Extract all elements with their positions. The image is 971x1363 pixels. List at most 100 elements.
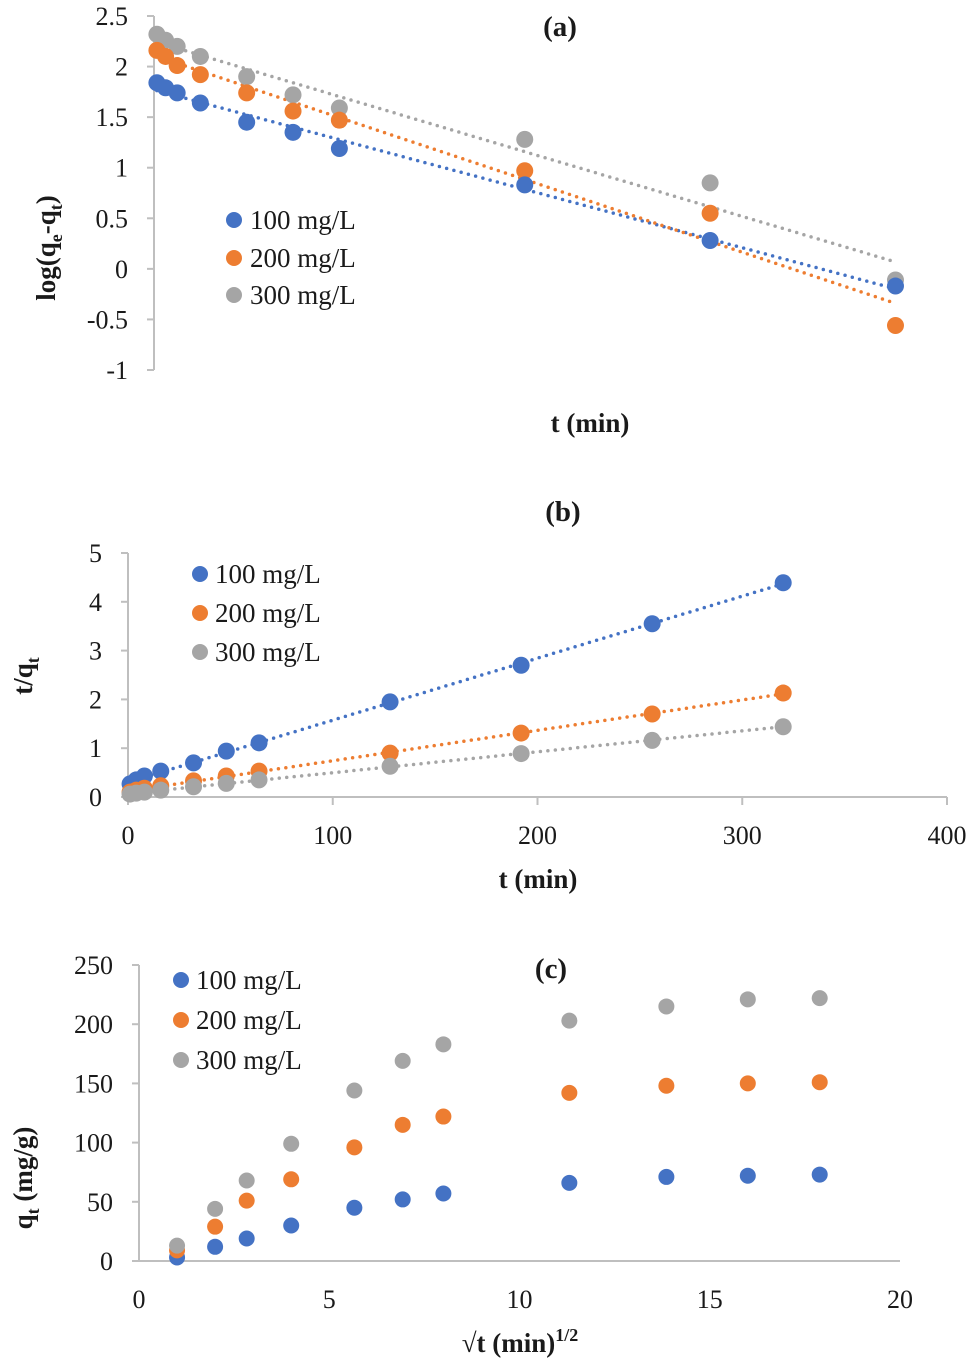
- data-point-300-mg-l: [346, 1082, 363, 1099]
- x-tick-label: 15: [697, 1285, 723, 1314]
- y-tick-label: 2: [115, 53, 128, 82]
- trendline-200-mg-l: [128, 692, 785, 793]
- y-tick-label: 2.5: [96, 2, 129, 31]
- data-point-300-mg-l: [217, 774, 235, 792]
- data-point-300-mg-l: [701, 174, 719, 192]
- data-point-100-mg-l: [207, 1238, 224, 1255]
- panel-a-y-axis-title: log(qe-qt): [31, 195, 66, 301]
- panel-b-axes: [121, 552, 948, 805]
- data-point-100-mg-l: [516, 176, 534, 194]
- y-tick-label: 150: [74, 1069, 113, 1098]
- trendline-300-mg-l: [155, 40, 898, 264]
- panel-a-axes: [147, 15, 155, 371]
- y-tick-label: 0: [100, 1247, 113, 1276]
- panel-b-points: [121, 574, 792, 803]
- data-point-100-mg-l: [512, 656, 530, 674]
- data-point-200-mg-l: [643, 705, 661, 723]
- data-point-100-mg-l: [283, 1217, 300, 1234]
- data-point-300-mg-l: [739, 991, 756, 1008]
- panel-c-ylabel-sub: t: [23, 1208, 43, 1214]
- data-point-200-mg-l: [701, 204, 719, 222]
- x-tick-label: 400: [928, 821, 967, 850]
- y-tick-label: 0: [115, 255, 128, 284]
- panel-a-chart: -1 -0.5 0 0.5 1 1.5 2 2.5 (a) t (min) log(qe-qt…: [31, 2, 904, 438]
- panel-a-legend: 100 mg/L 200 mg/L 300 mg/L: [226, 205, 356, 310]
- data-point-100-mg-l: [774, 574, 792, 592]
- trendline-100-mg-l: [128, 581, 785, 784]
- data-point-300-mg-l: [811, 990, 828, 1007]
- panel-c-title: (c): [535, 953, 567, 985]
- panel-b-title: (b): [545, 496, 580, 528]
- data-point-200-mg-l: [238, 1192, 255, 1209]
- data-point-200-mg-l: [330, 111, 348, 129]
- panel-c-xlabel-main: √t (min): [462, 1328, 556, 1358]
- data-point-100-mg-l: [168, 84, 186, 102]
- data-point-300-mg-l: [435, 1036, 452, 1053]
- panel-a-ylabel-sub2: t: [46, 204, 66, 210]
- data-point-100-mg-l: [250, 734, 268, 752]
- data-point-100-mg-l: [217, 742, 235, 760]
- legend-marker-100: [192, 566, 208, 582]
- panel-b-x-axis-title: t (min): [499, 864, 578, 894]
- data-point-300-mg-l: [238, 1172, 255, 1189]
- data-point-200-mg-l: [346, 1139, 363, 1156]
- data-point-100-mg-l: [435, 1185, 452, 1202]
- data-point-200-mg-l: [516, 162, 534, 180]
- x-tick-label: 200: [518, 821, 557, 850]
- x-tick-label: 20: [887, 1285, 913, 1314]
- data-point-300-mg-l: [250, 771, 268, 789]
- data-point-300-mg-l: [658, 998, 675, 1015]
- data-point-200-mg-l: [658, 1077, 675, 1094]
- panel-c-legend: 100 mg/L 200 mg/L 300 mg/L: [173, 965, 302, 1075]
- legend-marker-300: [173, 1052, 189, 1068]
- panel-b-legend: 100 mg/L 200 mg/L 300 mg/L: [192, 559, 321, 667]
- data-point-100-mg-l: [330, 139, 348, 157]
- x-tick-label: 0: [133, 1285, 146, 1314]
- legend-marker-300: [192, 644, 208, 660]
- legend-label-200: 200 mg/L: [196, 1005, 302, 1035]
- x-tick-label: 5: [323, 1285, 336, 1314]
- panel-c-ylabel-end: (mg/g): [8, 1127, 38, 1209]
- data-point-200-mg-l: [811, 1074, 828, 1091]
- y-tick-label: 1.5: [96, 103, 129, 132]
- data-point-100-mg-l: [381, 693, 399, 711]
- data-point-300-mg-l: [561, 1012, 578, 1029]
- legend-label-300: 300 mg/L: [215, 637, 321, 667]
- y-tick-label: 200: [74, 1010, 113, 1039]
- panel-b-chart: 0 1 2 3 4 5 0 100 200 300 400 (b) t (min) t/qt 10…: [8, 496, 967, 894]
- y-tick-label: 250: [74, 951, 113, 980]
- y-tick-label: 1: [115, 154, 128, 183]
- x-tick-label: 0: [122, 821, 135, 850]
- panel-b-x-tick-labels: 0 100 200 300 400: [122, 821, 967, 850]
- y-tick-label: 2: [89, 685, 102, 714]
- panel-c-axes: [132, 964, 900, 1262]
- data-point-100-mg-l: [701, 232, 719, 250]
- data-point-300-mg-l: [191, 47, 209, 65]
- data-point-100-mg-l: [561, 1174, 578, 1191]
- legend-label-100: 100 mg/L: [250, 205, 356, 235]
- data-point-100-mg-l: [191, 94, 209, 112]
- legend-marker-200: [226, 250, 242, 266]
- y-tick-label: 5: [89, 539, 102, 568]
- data-point-200-mg-l: [168, 57, 186, 75]
- data-point-300-mg-l: [135, 783, 153, 801]
- data-point-100-mg-l: [346, 1199, 363, 1216]
- legend-label-300: 300 mg/L: [250, 280, 356, 310]
- legend-label-200: 200 mg/L: [250, 243, 356, 273]
- data-point-100-mg-l: [658, 1168, 675, 1185]
- panel-c-ylabel-main: q: [8, 1214, 38, 1229]
- panel-a-ylabel-sub1: e: [46, 234, 66, 242]
- panel-a-ylabel-mid: -q: [31, 210, 61, 234]
- panel-c-chart: 0 50 100 150 200 250 0 5 10 15 20 (c) √t (min)1/2…: [8, 951, 913, 1358]
- x-tick-label: 100: [313, 821, 352, 850]
- data-point-200-mg-l: [381, 744, 399, 762]
- trendline-300-mg-l: [128, 724, 785, 796]
- legend-label-300: 300 mg/L: [196, 1045, 302, 1075]
- data-point-200-mg-l: [238, 84, 256, 102]
- data-point-200-mg-l: [561, 1084, 578, 1101]
- legend-marker-100: [173, 972, 189, 988]
- panel-b-y-tick-labels: 0 1 2 3 4 5: [89, 539, 102, 812]
- panel-c-xlabel-sup: 1/2: [555, 1325, 578, 1345]
- panel-c-points: [169, 990, 828, 1266]
- y-tick-label: 4: [89, 588, 102, 617]
